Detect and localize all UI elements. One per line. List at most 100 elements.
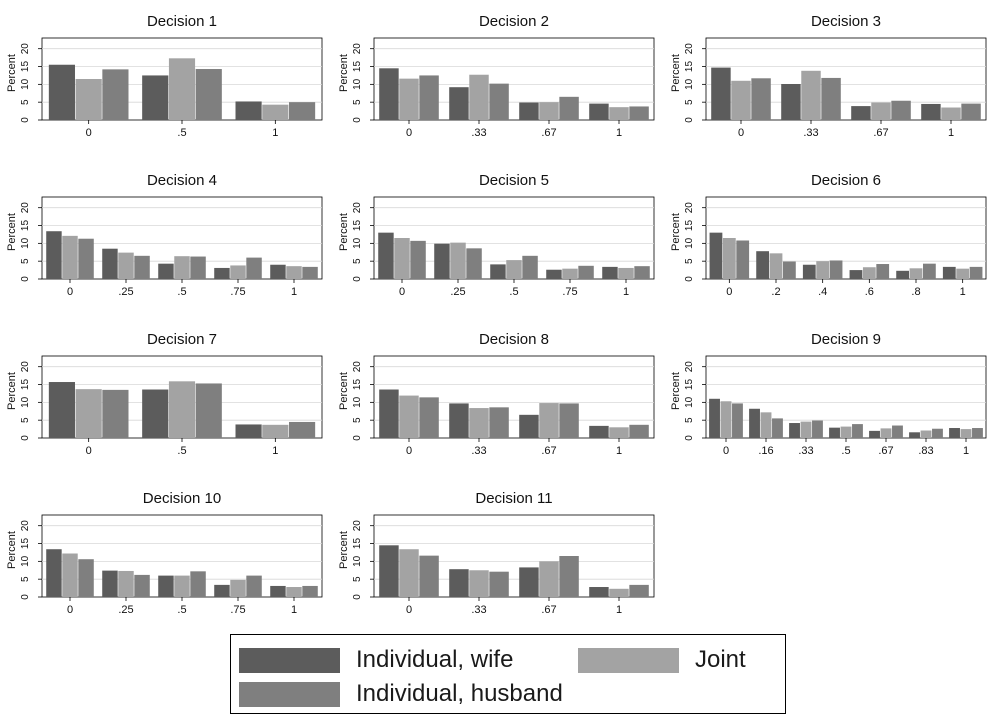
- panel-4-ytick-label: 0: [20, 276, 31, 282]
- panel-11-ylabel: Percent: [338, 531, 350, 569]
- panel-3-bar-2-3: [821, 77, 841, 120]
- panel-6-bar-4-1: [849, 270, 863, 279]
- panel-5-bar-1-1: [378, 232, 394, 279]
- panel-1-ytick-label: 10: [20, 78, 31, 90]
- panel-11-bar-3-2: [539, 561, 559, 597]
- panel-4-ytick-label: 20: [20, 202, 31, 214]
- panel-8-bar-2-3: [489, 407, 509, 438]
- panel-9-bar-3-2: [800, 421, 812, 438]
- panel-10-bar-1-1: [46, 549, 62, 597]
- panel-9-bar-5-3: [892, 425, 903, 438]
- panel-3-ytick-label: 15: [684, 61, 695, 73]
- panel-7-ylabel: Percent: [6, 372, 18, 410]
- panel-4-xtick-label: .25: [118, 286, 133, 298]
- panel-4-bar-2-3: [134, 255, 150, 279]
- panel-3-xtick-label: 1: [948, 127, 954, 139]
- panel-9-bar-4-3: [852, 424, 863, 438]
- panel-1-bar-1-2: [75, 79, 102, 120]
- panel-5-bar-5-2: [618, 267, 634, 279]
- panel-9-ylabel: Percent: [670, 372, 682, 410]
- panel-2-ytick-label: 15: [352, 61, 363, 73]
- panel-6-title: Decision 6: [811, 172, 881, 189]
- panel-4-bar-2-2: [118, 252, 134, 279]
- panel-9-xtick-label: .67: [878, 445, 893, 457]
- panel-6-bar-5-2: [909, 268, 923, 279]
- panel-10-bar-5-1: [270, 585, 286, 597]
- panel-9-bar-2-3: [772, 418, 783, 438]
- panel-4-bar-5-2: [286, 266, 302, 279]
- panel-10-bar-1-2: [62, 553, 78, 597]
- panel-8-bar-4-1: [589, 425, 609, 438]
- panel-10-bar-4-3: [246, 575, 262, 597]
- panel-11-xtick-label: .33: [471, 604, 486, 616]
- panel-2-bar-2-1: [449, 87, 469, 120]
- panel-11-xtick-label: .67: [541, 604, 556, 616]
- panel-2-ytick-label: 20: [352, 43, 363, 55]
- panel-9-bar-4-1: [829, 427, 840, 438]
- panel-6-xtick-label: .2: [771, 286, 780, 298]
- panel-8-title: Decision 8: [479, 331, 549, 348]
- panel-2-ylabel: Percent: [338, 54, 350, 92]
- panel-2-xtick-label: 1: [616, 127, 622, 139]
- panel-9-bar-1-2: [720, 401, 732, 438]
- panel-5-bar-1-3: [410, 240, 426, 279]
- panel-11-xtick-label: 1: [616, 604, 622, 616]
- legend-item-joint: Joint: [578, 646, 746, 674]
- panel-5-xtick-label: .75: [562, 286, 577, 298]
- panel-5-bar-2-2: [450, 242, 466, 279]
- panel-2-xtick-label: 0: [406, 127, 412, 139]
- panel-2-bar-2-2: [469, 74, 489, 120]
- panel-7-xtick-label: 1: [272, 445, 278, 457]
- panel-7-bar-1-1: [48, 382, 75, 438]
- panel-4-bar-5-1: [270, 264, 286, 279]
- panel-6-ytick-label: 15: [684, 220, 695, 232]
- panel-3-xtick-label: .33: [803, 127, 818, 139]
- panel-3-bar-4-3: [961, 103, 981, 120]
- panel-9-plot-frame: [705, 355, 987, 439]
- panel-10-bar-5-3: [302, 585, 318, 597]
- panel-11-xtick-label: 0: [406, 604, 412, 616]
- panel-9-bar-3-1: [789, 423, 800, 438]
- panel-6-bar-6-3: [969, 266, 983, 279]
- panel-10-ytick-label: 0: [20, 594, 31, 600]
- panel-7-xtick-label: 0: [86, 445, 92, 457]
- panel-10-title: Decision 10: [143, 490, 221, 507]
- panel-3-bar-2-2: [801, 70, 821, 120]
- panel-11-ytick-label: 15: [352, 538, 363, 550]
- legend-label-individual-wife: Individual, wife: [356, 646, 514, 673]
- panel-8-bar-3-2: [539, 403, 559, 438]
- panel-3-ytick-label: 5: [684, 99, 695, 105]
- panel-1-ylabel: Percent: [6, 54, 18, 92]
- panel-7-bar-3-1: [235, 424, 262, 438]
- panel-1-ytick-label: 5: [20, 99, 31, 105]
- panel-11-bar-4-3: [629, 584, 649, 597]
- panel-9-ytick-label: 5: [684, 417, 695, 423]
- panel-5-xtick-label: 1: [623, 286, 629, 298]
- panel-3-bar-3-2: [871, 102, 891, 120]
- panel-8-ytick-label: 0: [352, 435, 363, 441]
- panel-7-title: Decision 7: [147, 331, 217, 348]
- panel-6-bar-3-2: [816, 261, 830, 279]
- panel-4-xtick-label: 1: [291, 286, 297, 298]
- panel-10-bar-5-2: [286, 587, 302, 597]
- panel-1-bar-3-2: [262, 104, 289, 120]
- panel-8-ytick-label: 20: [352, 361, 363, 373]
- panel-1-xtick-label: .5: [177, 127, 186, 139]
- panel-2-ytick-label: 0: [352, 117, 363, 123]
- panel-5-bar-3-1: [490, 264, 506, 279]
- legend-label-individual-husband: Individual, husband: [356, 680, 563, 707]
- panel-10-bar-2-3: [134, 574, 150, 597]
- panel-5-ytick-label: 0: [352, 276, 363, 282]
- panel-4-bar-5-3: [302, 266, 318, 279]
- panel-2-bar-4-2: [609, 107, 629, 120]
- panel-2-bar-3-2: [539, 102, 559, 120]
- panel-10-bar-2-1: [102, 570, 118, 597]
- panel-11-bar-4-2: [609, 588, 629, 597]
- panel-6-bar-4-3: [876, 264, 890, 279]
- panel-4-bar-4-1: [214, 267, 230, 279]
- panel-6-bar-5-1: [896, 270, 910, 279]
- panel-10-ylabel: Percent: [6, 531, 18, 569]
- legend-swatch-individual-husband: [239, 681, 340, 707]
- panel-10-bar-3-2: [174, 575, 190, 597]
